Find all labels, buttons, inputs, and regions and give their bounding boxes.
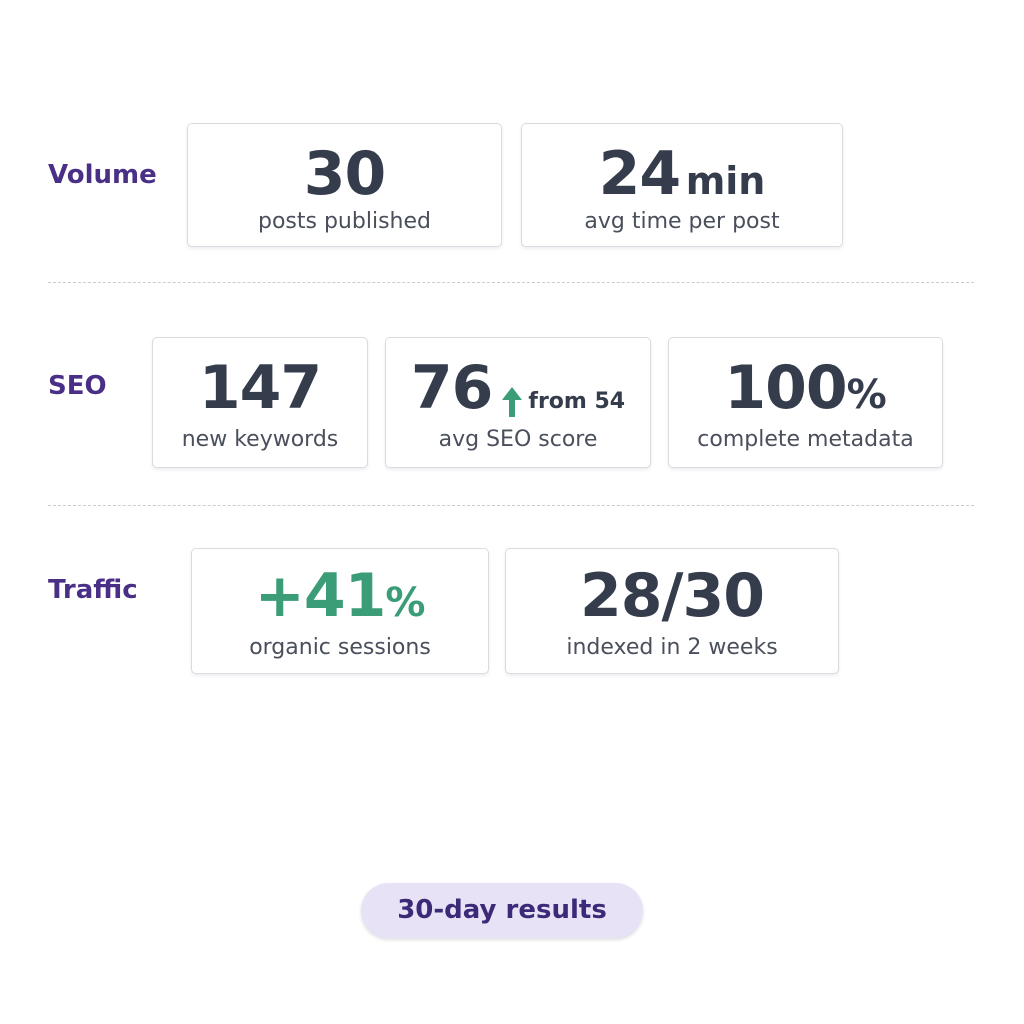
card-new-keywords: 147 new keywords	[152, 337, 368, 468]
metric-value: 28/30	[580, 561, 765, 631]
metric-value: 24	[598, 139, 681, 209]
card-complete-metadata: 100% complete metadata	[668, 337, 943, 468]
card-avg-seo-score: 76 from 54 avg SEO score	[385, 337, 651, 468]
metric-caption: avg time per post	[584, 209, 780, 234]
metric-value: 76	[410, 353, 493, 423]
row-label-traffic: Traffic	[48, 575, 138, 605]
card-avg-time: 24 min avg time per post	[521, 123, 843, 247]
card-organic-sessions: +41% organic sessions	[191, 548, 489, 674]
metric-value: 30	[303, 139, 387, 209]
metric-caption: organic sessions	[249, 635, 431, 660]
card-posts-published: 30 posts published	[187, 123, 502, 247]
metric-value-group: 24 min	[522, 144, 842, 204]
row-label-volume: Volume	[48, 160, 157, 190]
metric-value-group: +41%	[192, 566, 488, 626]
row-label-seo: SEO	[48, 371, 107, 401]
metric-value-group: 100%	[669, 358, 942, 418]
card-indexed: 28/30 indexed in 2 weeks	[505, 548, 839, 674]
metric-from-text: from 54	[528, 389, 626, 414]
metric-caption: indexed in 2 weeks	[566, 635, 778, 660]
metric-unit: %	[385, 580, 426, 626]
metric-caption: avg SEO score	[438, 427, 598, 452]
metric-value-group: 76 from 54	[386, 358, 650, 420]
results-period-badge: 30-day results	[361, 883, 643, 938]
metric-caption: posts published	[258, 209, 431, 234]
metric-value: 147	[198, 353, 322, 423]
metric-unit: %	[846, 372, 887, 418]
metric-value: 100	[724, 353, 847, 423]
metric-value: +41	[254, 561, 387, 631]
metric-unit: min	[685, 159, 766, 203]
arrow-up-icon	[502, 387, 523, 420]
section-divider	[48, 282, 974, 283]
section-divider	[48, 505, 974, 506]
metric-caption: new keywords	[181, 427, 339, 452]
metric-caption: complete metadata	[697, 427, 914, 452]
